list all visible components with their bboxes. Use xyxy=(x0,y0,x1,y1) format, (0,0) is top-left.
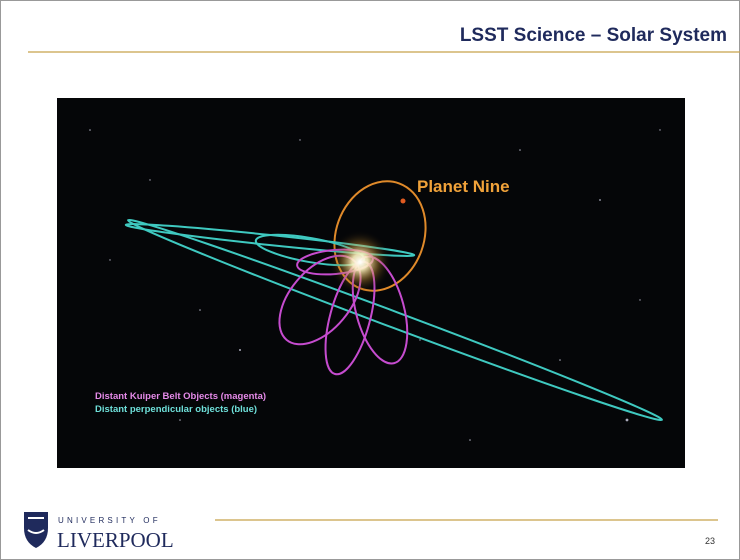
slide-title: LSST Science – Solar System xyxy=(460,25,727,46)
stars xyxy=(89,129,661,441)
logo-line1: UNIVERSITY OF xyxy=(58,516,161,525)
page-number: 23 xyxy=(705,536,715,546)
logo: UNIVERSITY OF LIVERPOOL xyxy=(24,512,174,552)
sun xyxy=(328,230,392,294)
planet-nine-label: Planet Nine xyxy=(417,177,510,196)
kbo-label: Distant Kuiper Belt Objects (magenta) xyxy=(95,391,266,402)
logo-line2: LIVERPOOL xyxy=(57,528,174,552)
logo-shield xyxy=(24,512,48,548)
perpendicular-label: Distant perpendicular objects (blue) xyxy=(95,404,257,415)
figure: Planet Nine Distant Kuiper Belt Objects … xyxy=(57,98,685,468)
